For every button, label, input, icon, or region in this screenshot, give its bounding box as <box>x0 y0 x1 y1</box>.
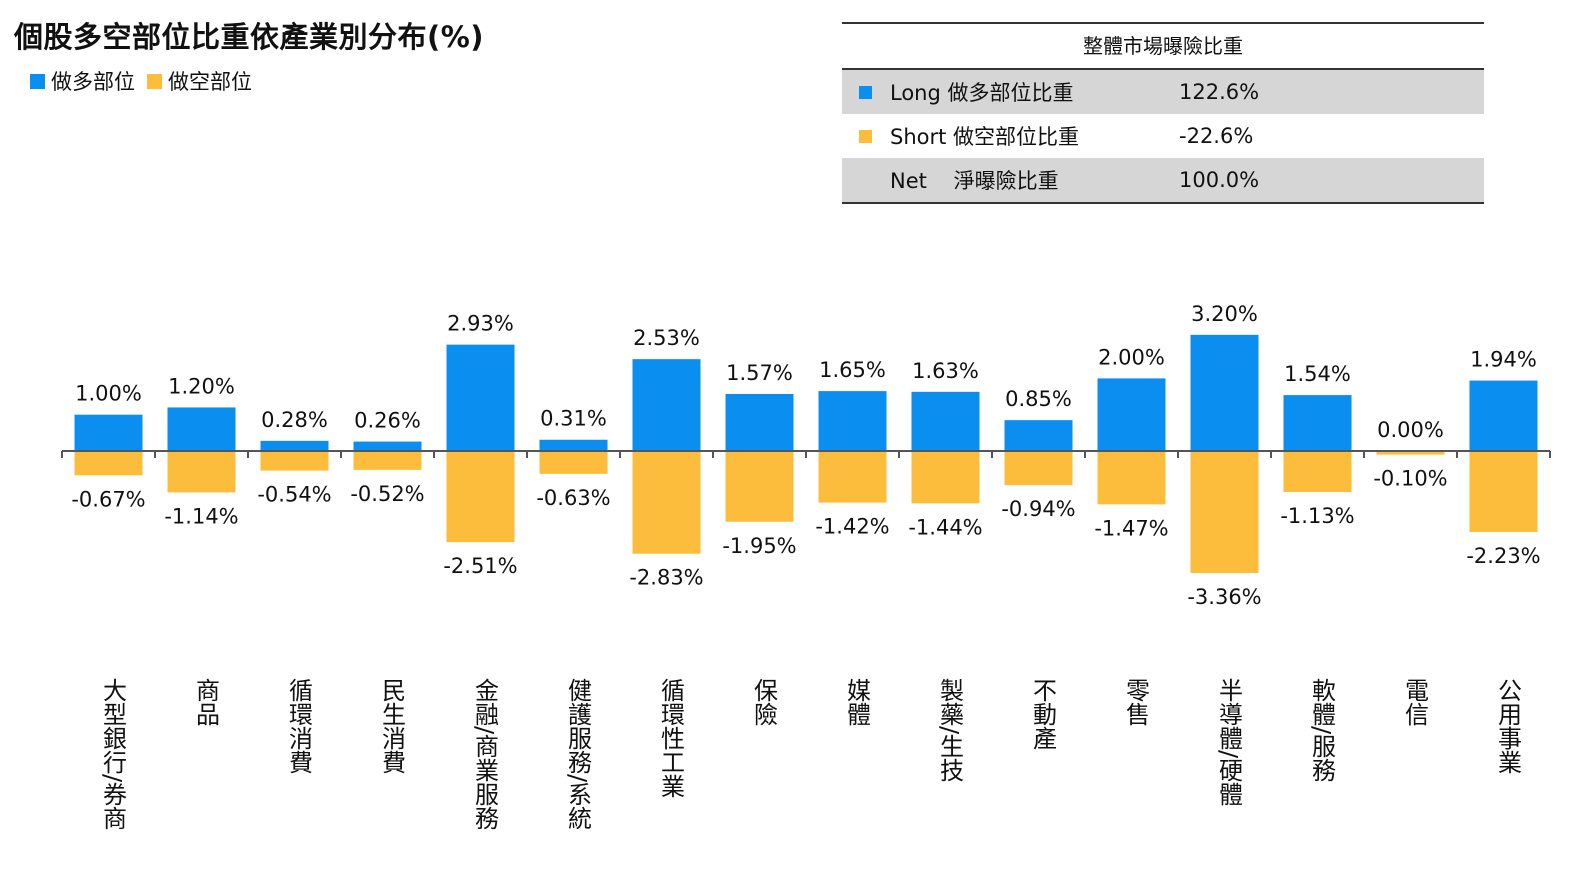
short-value-label: -1.44% <box>908 515 982 539</box>
category-label: 金融/商業服務 <box>470 678 499 831</box>
short-bar <box>1097 451 1166 505</box>
summary-title: 整體市場曝險比重 <box>842 24 1484 70</box>
long-value-label: 2.93% <box>447 312 514 336</box>
long-value-label: 2.53% <box>633 326 700 350</box>
legend-short-label: 做空部位 <box>168 70 252 94</box>
summary-row-label: Net 淨曝險比重 <box>890 169 1059 193</box>
short-value-label: -0.63% <box>536 486 610 510</box>
long-value-label: 1.63% <box>912 359 979 383</box>
long-value-label: 1.20% <box>168 374 235 398</box>
long-value-label: 2.00% <box>1098 345 1165 369</box>
chart-title: 個股多空部位比重依產業別分布(%) <box>14 20 485 54</box>
legend: 做多部位 做空部位 <box>30 66 264 96</box>
summary-row-short: Short 做空部位比重 -22.6% <box>842 114 1484 158</box>
short-bar <box>260 451 329 471</box>
short-bar <box>446 451 515 543</box>
summary-row-long: Long 做多部位比重 122.6% <box>842 70 1484 114</box>
summary-row-value: 100.0% <box>1179 168 1260 192</box>
short-value-label: -3.36% <box>1187 585 1261 609</box>
long-bar <box>911 391 980 451</box>
short-value-label: -2.51% <box>443 554 517 578</box>
short-bar <box>818 451 887 503</box>
long-value-label: 1.00% <box>75 382 142 406</box>
category-label: 軟體/服務 <box>1307 678 1336 783</box>
long-value-label: 1.65% <box>819 358 886 382</box>
short-bar <box>539 451 608 474</box>
short-value-label: -0.94% <box>1001 497 1075 521</box>
category-label: 循環性工業 <box>656 678 685 798</box>
long-bar <box>260 440 329 451</box>
category-label: 健護服務/系統 <box>563 678 592 831</box>
long-bar <box>539 439 608 451</box>
long-bar <box>167 407 236 451</box>
category-label: 民生消費 <box>377 678 406 774</box>
long-value-label: 0.00% <box>1377 418 1444 442</box>
category-label: 商品 <box>191 678 220 726</box>
category-label: 電信 <box>1400 678 1429 726</box>
long-bar <box>446 344 515 451</box>
category-label: 不動產 <box>1028 678 1057 750</box>
short-bar <box>725 451 794 522</box>
long-bar <box>1004 420 1073 451</box>
summary-row-label: Long 做多部位比重 <box>890 81 1074 105</box>
long-marker <box>859 86 872 99</box>
legend-short-swatch <box>147 73 162 89</box>
short-value-label: -2.83% <box>629 566 703 590</box>
short-bar <box>167 451 236 493</box>
short-value-label: -1.42% <box>815 515 889 539</box>
short-bar <box>911 451 980 504</box>
long-value-label: 3.20% <box>1191 302 1258 326</box>
short-bar <box>353 451 422 470</box>
short-marker <box>859 130 872 143</box>
short-bar <box>1283 451 1352 493</box>
short-value-label: -0.54% <box>257 483 331 507</box>
long-value-label: 1.54% <box>1284 362 1351 386</box>
long-bar <box>1283 395 1352 451</box>
short-value-label: -0.67% <box>71 487 145 511</box>
category-label: 零售 <box>1121 678 1150 726</box>
summary-row-label: Short 做空部位比重 <box>890 125 1080 149</box>
long-value-label: 1.94% <box>1470 348 1537 372</box>
legend-long-swatch <box>30 73 45 89</box>
short-bar <box>1376 451 1445 455</box>
long-bar <box>74 414 143 451</box>
long-bar <box>725 394 794 451</box>
short-value-label: -0.10% <box>1373 467 1447 491</box>
category-label: 媒體 <box>842 678 871 726</box>
legend-long-label: 做多部位 <box>51 70 135 94</box>
short-bar <box>1469 451 1538 532</box>
category-label: 循環消費 <box>284 678 313 774</box>
short-value-label: -1.95% <box>722 534 796 558</box>
long-bar <box>818 391 887 451</box>
short-value-label: -0.52% <box>350 482 424 506</box>
summary-row-net: Net 淨曝險比重 100.0% <box>842 158 1484 202</box>
long-bar <box>1469 380 1538 451</box>
long-value-label: 0.26% <box>354 409 421 433</box>
long-value-label: 0.85% <box>1005 387 1072 411</box>
long-value-label: 1.57% <box>726 361 793 385</box>
category-label: 大型銀行/券商 <box>98 678 127 831</box>
long-bar <box>632 359 701 451</box>
long-bar <box>1190 334 1259 451</box>
summary-row-value: -22.6% <box>1179 124 1254 148</box>
short-bar <box>74 451 143 476</box>
short-value-label: -1.47% <box>1094 516 1168 540</box>
short-bar <box>632 451 701 554</box>
long-bar <box>353 441 422 451</box>
long-value-label: 0.28% <box>261 408 328 432</box>
category-label: 半導體/硬體 <box>1214 678 1243 807</box>
category-label: 製藥/生技 <box>935 678 964 783</box>
short-bar <box>1190 451 1259 573</box>
category-label: 公用事業 <box>1493 678 1522 774</box>
short-bar <box>1004 451 1073 486</box>
summary-row-value: 122.6% <box>1179 80 1260 104</box>
short-value-label: -2.23% <box>1466 544 1540 568</box>
short-value-label: -1.13% <box>1280 504 1354 528</box>
long-bar <box>1097 378 1166 451</box>
short-value-label: -1.14% <box>164 504 238 528</box>
long-value-label: 0.31% <box>540 407 607 431</box>
exposure-summary-table: 整體市場曝險比重 Long 做多部位比重 122.6% Short 做空部位比重… <box>842 22 1484 204</box>
category-label: 保險 <box>749 678 778 726</box>
